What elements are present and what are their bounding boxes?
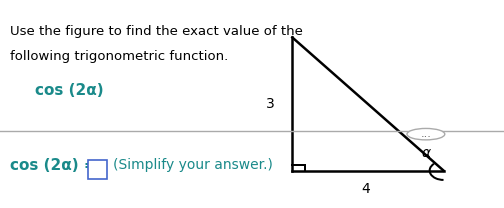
Text: ...: ... <box>420 129 431 139</box>
Text: 3: 3 <box>266 97 275 111</box>
Text: cos (2α) =: cos (2α) = <box>10 158 97 173</box>
FancyBboxPatch shape <box>88 160 107 179</box>
Text: (Simplify your answer.): (Simplify your answer.) <box>113 158 273 172</box>
Text: Use the figure to find the exact value of the: Use the figure to find the exact value o… <box>10 25 303 38</box>
Text: 4: 4 <box>361 182 370 196</box>
Text: α: α <box>421 146 430 160</box>
Text: cos (2α): cos (2α) <box>35 83 104 98</box>
Ellipse shape <box>407 128 445 140</box>
Text: following trigonometric function.: following trigonometric function. <box>10 50 228 63</box>
